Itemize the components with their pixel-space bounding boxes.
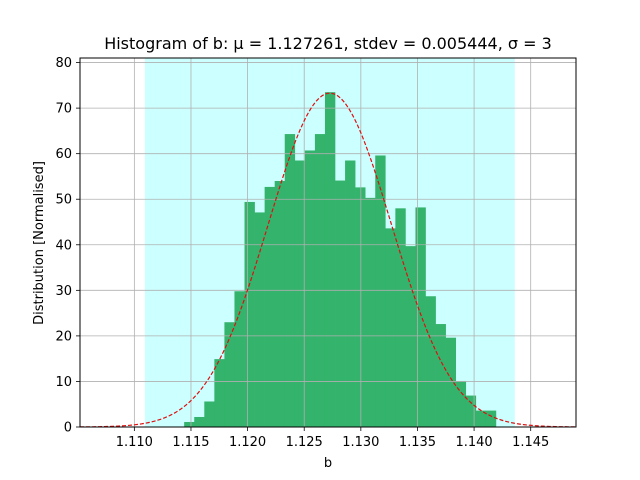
y-tick-label: 80 [55, 56, 72, 71]
x-axis-label: b [324, 456, 332, 471]
histogram-bar [304, 150, 316, 427]
histogram-bar [224, 322, 235, 427]
histogram-bar [234, 291, 245, 427]
histogram-bar [214, 359, 225, 427]
y-tick-label: 60 [55, 147, 72, 162]
histogram-bar [345, 160, 356, 427]
histogram-bar [254, 212, 265, 427]
histogram-bar [455, 380, 467, 427]
x-tick-label: 1.125 [286, 435, 323, 450]
histogram-bar [244, 201, 255, 427]
histogram-bar [435, 324, 446, 427]
histogram-bar [184, 421, 195, 427]
histogram-bar [284, 134, 296, 428]
histogram-bar [375, 155, 386, 427]
x-tick-label: 1.115 [172, 435, 209, 450]
y-tick-label: 30 [55, 284, 72, 299]
chart-title: Histogram of b: μ = 1.127261, stdev = 0.… [104, 34, 552, 53]
histogram-bar [335, 180, 346, 427]
axes-frame [79, 57, 577, 428]
y-tick-label: 40 [55, 238, 72, 253]
histogram-bar [465, 395, 477, 427]
histogram-bar [475, 410, 487, 427]
histogram-bar [365, 197, 376, 427]
y-tick-label: 70 [55, 102, 72, 117]
histogram-bar [485, 410, 497, 427]
y-tick-label: 50 [55, 193, 72, 208]
y-axis-label: Distribution [Normalised] [32, 161, 47, 325]
x-tick-label: 1.140 [455, 435, 492, 450]
plot-area: 1.110 1.115 1.120 1.125 1.130 1.135 1.140 1.145… [55, 56, 577, 450]
histogram-bar [385, 228, 396, 427]
histogram-bar [314, 134, 326, 428]
x-tick-label: 1.110 [116, 435, 153, 450]
y-tick-label: 0 [64, 421, 72, 436]
histogram-bar [264, 186, 275, 427]
x-tick-label: 1.130 [342, 435, 379, 450]
y-tick-label: 20 [55, 329, 72, 344]
y-tick-label: 10 [55, 375, 72, 390]
histogram-bar [445, 337, 456, 427]
histogram-bar [415, 207, 426, 427]
gaussian-fit-curve [79, 92, 577, 428]
histogram-bar [355, 187, 366, 427]
histogram-bar [324, 92, 336, 428]
x-tick-label: 1.135 [399, 435, 436, 450]
x-tick-label: 1.120 [229, 435, 266, 450]
histogram-bar [274, 181, 286, 427]
histogram-bar [405, 246, 416, 427]
histogram-bar [395, 208, 406, 427]
histogram-bar [194, 416, 205, 427]
histogram-bar [294, 160, 306, 427]
histogram-bar [425, 296, 436, 427]
x-tick-label: 1.145 [512, 435, 549, 450]
histogram-bar [204, 401, 215, 427]
